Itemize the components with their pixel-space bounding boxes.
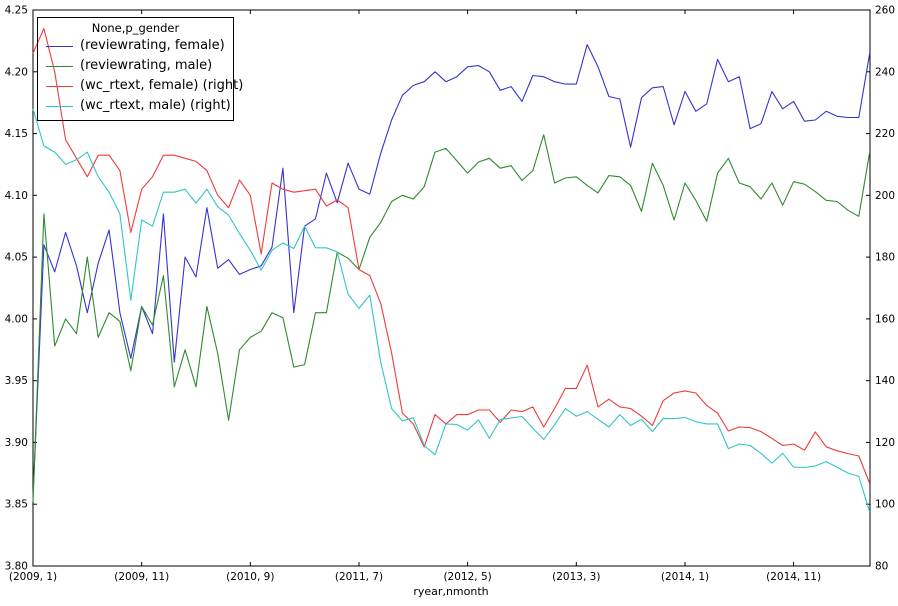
y-tick-label-right: 160 — [875, 313, 895, 325]
y-tick-label-right: 80 — [875, 561, 888, 573]
legend-item-label: (wc_rtext, female) (right) — [80, 78, 244, 93]
y-tick-label-left: 3.90 — [5, 437, 28, 449]
legend-title: None,p_gender — [91, 21, 180, 35]
legend: None,p_gender (reviewrating, female) (rev… — [37, 17, 243, 121]
legend-item-label: (reviewrating, female) — [80, 38, 225, 53]
legend-item: (wc_rtext, male) (right) — [38, 96, 233, 116]
y-tick-label-right: 140 — [875, 375, 895, 387]
legend-item: (reviewrating, male) — [38, 56, 233, 76]
y-tick-label-left: 4.05 — [5, 252, 28, 264]
y-tick-label-right: 240 — [875, 66, 895, 78]
y-tick-label-left: 4.00 — [5, 313, 28, 325]
x-tick-label: (2009, 11) — [114, 571, 169, 583]
x-tick-label: (2009, 1) — [9, 571, 57, 583]
series-line — [32, 108, 871, 513]
y-tick-label-right: 180 — [875, 252, 895, 264]
series-line — [32, 27, 871, 484]
legend-line-swatch-icon — [46, 85, 73, 87]
y-tick-label-right: 260 — [875, 5, 895, 17]
x-tick-label: (2014, 11) — [766, 571, 821, 583]
y-tick-label-right: 220 — [875, 128, 895, 140]
y-tick-label-right: 100 — [875, 499, 895, 511]
plot-frame — [32, 9, 871, 567]
x-tick-label: (2014, 1) — [661, 571, 709, 583]
series-line — [32, 44, 871, 499]
series-line — [32, 134, 871, 502]
y-tick-label-left: 4.25 — [5, 5, 28, 17]
y-tick-label-left: 3.95 — [5, 375, 28, 387]
legend-item-label: (wc_rtext, male) (right) — [80, 98, 231, 113]
legend-item: (wc_rtext, female) (right) — [38, 76, 243, 96]
y-tick-label-left: 3.80 — [5, 561, 28, 573]
x-axis-label: ryear,nmonth — [413, 585, 489, 598]
x-tick-label: (2011, 7) — [335, 571, 383, 583]
y-tick-label-left: 4.10 — [5, 190, 28, 202]
y-tick-label-right: 120 — [875, 437, 895, 449]
legend-item-label: (reviewrating, male) — [80, 58, 213, 73]
x-tick-label: (2013, 3) — [552, 571, 600, 583]
y-tick-label-left: 4.15 — [5, 128, 28, 140]
legend-items: (reviewrating, female) (reviewrating, mal… — [38, 36, 243, 116]
legend-line-swatch-icon — [46, 105, 73, 107]
x-tick-label: (2012, 5) — [443, 571, 491, 583]
x-tick-label: (2010, 9) — [226, 571, 274, 583]
y-tick-label-left: 4.20 — [5, 66, 28, 78]
legend-line-swatch-icon — [46, 45, 73, 47]
legend-line-swatch-icon — [46, 65, 73, 67]
y-tick-label-right: 200 — [875, 190, 895, 202]
y-tick-label-left: 3.85 — [5, 499, 28, 511]
legend-item: (reviewrating, female) — [38, 36, 233, 56]
